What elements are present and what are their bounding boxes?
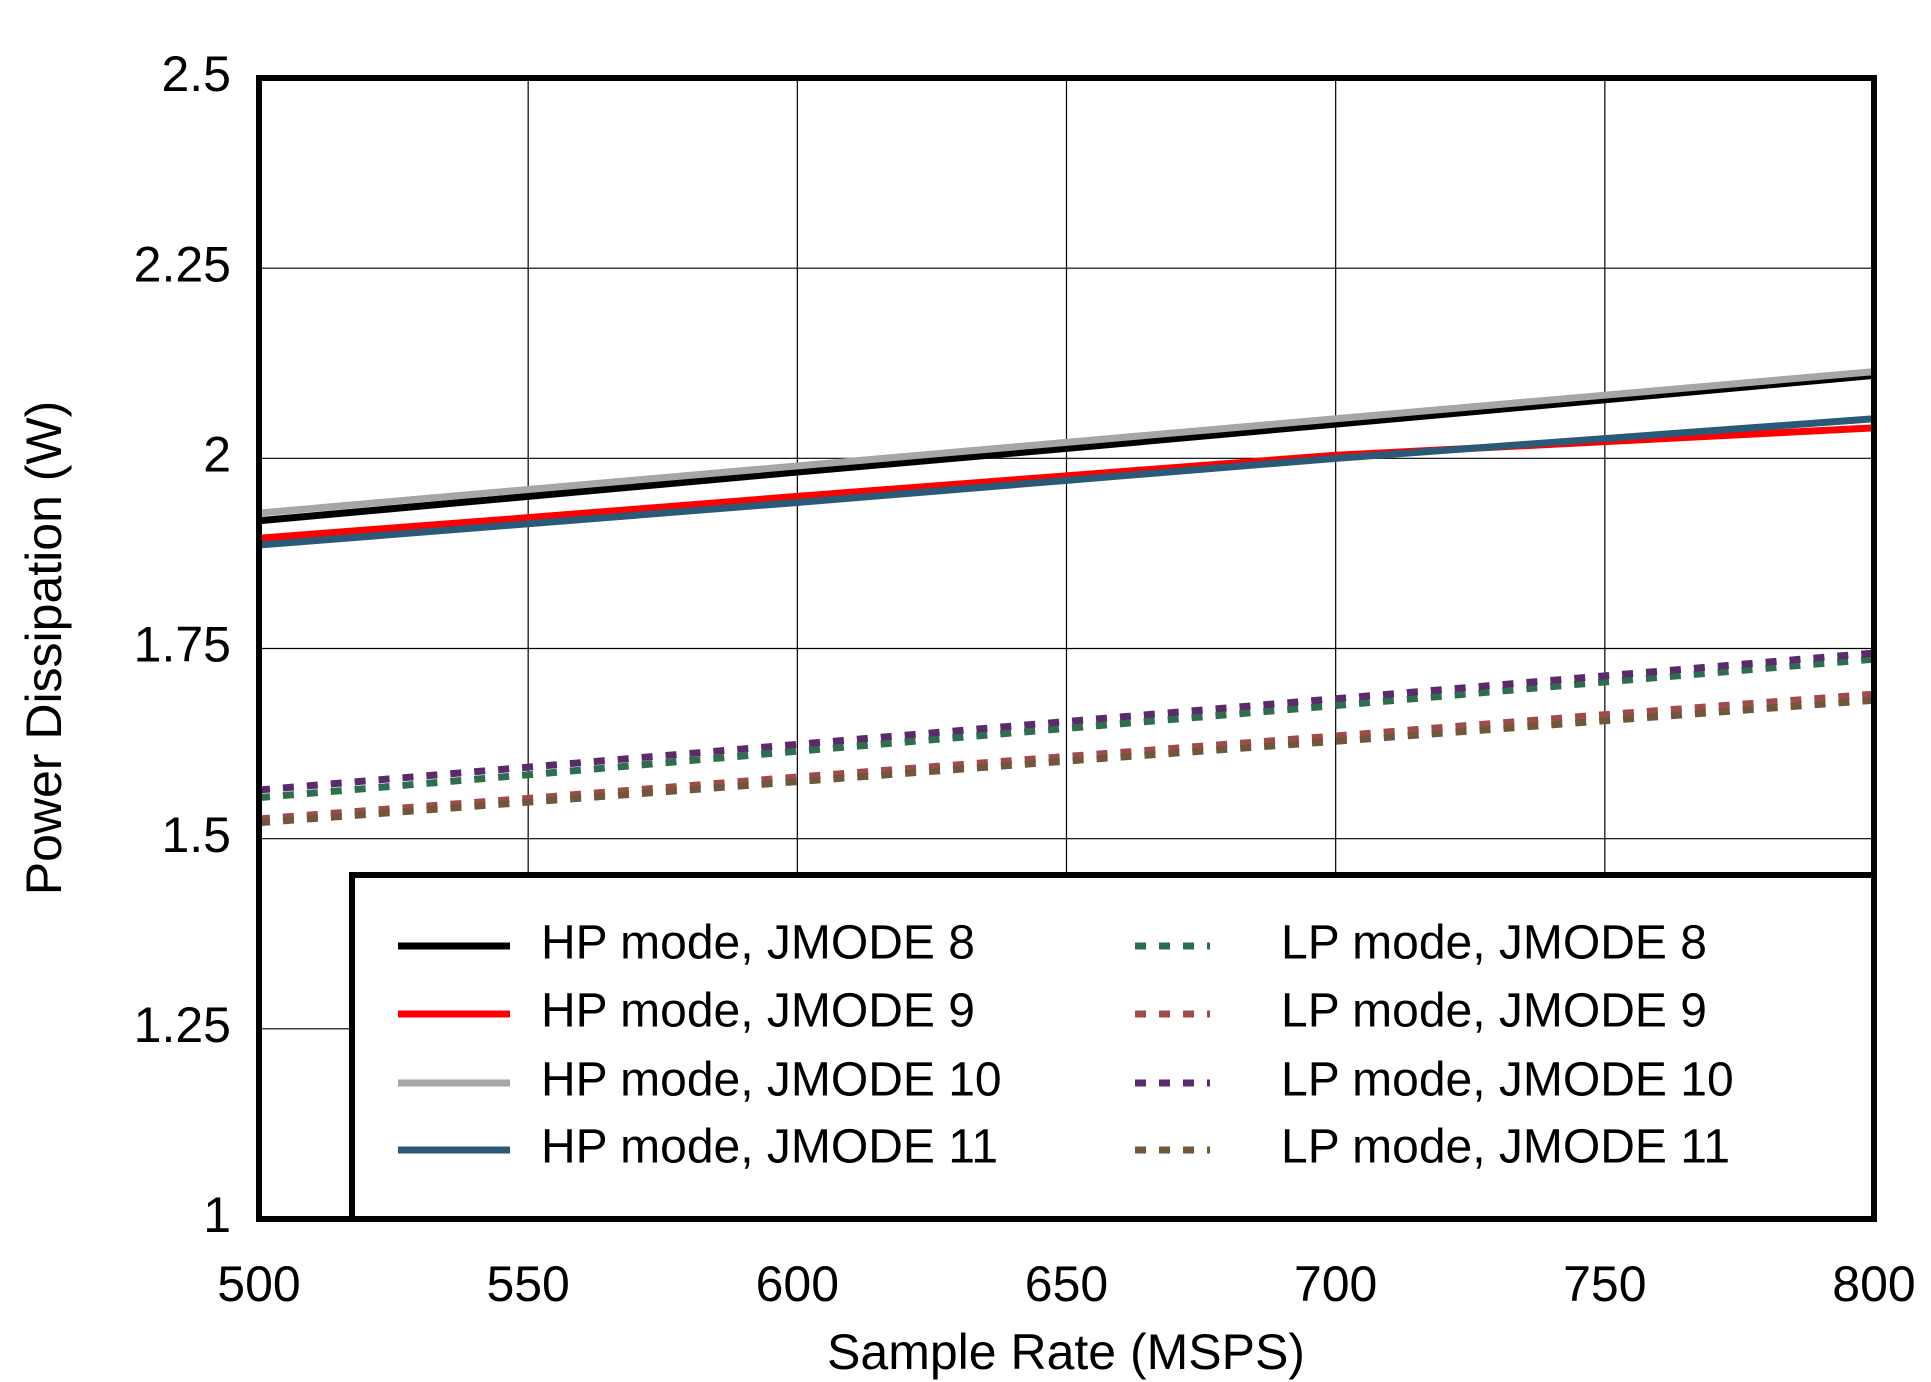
series-line [258, 415, 1875, 549]
x-tick-label: 800 [1832, 1256, 1915, 1312]
y-tick-label: 2.5 [161, 46, 231, 102]
x-tick-label: 750 [1563, 1256, 1646, 1312]
legend-label: HP mode, JMODE 8 [541, 917, 975, 970]
y-tick-label: 1.75 [134, 617, 231, 673]
series-line [258, 690, 1875, 823]
series-line [258, 696, 1875, 827]
series-line [258, 649, 1875, 794]
plot-frame [256, 75, 1877, 1222]
legend-label: LP mode, JMODE 10 [1281, 1054, 1734, 1107]
legend-label: LP mode, JMODE 11 [1281, 1121, 1730, 1174]
legend-label: HP mode, JMODE 10 [541, 1054, 1002, 1107]
y-tick-label: 1.25 [134, 997, 231, 1053]
x-tick-label: 600 [756, 1256, 839, 1312]
x-tick-label: 550 [486, 1256, 569, 1312]
x-axis-title: Sample Rate (MSPS) [827, 1324, 1305, 1380]
x-tick-label: 500 [217, 1256, 300, 1312]
legend-label: HP mode, JMODE 9 [541, 985, 975, 1038]
series-line [258, 371, 1875, 525]
y-tick-label: 1.5 [161, 807, 231, 863]
y-tick-label: 1 [203, 1187, 231, 1243]
legend-label: LP mode, JMODE 8 [1281, 917, 1707, 970]
legend-box [349, 872, 1877, 1222]
series-line [258, 655, 1875, 802]
y-tick-label: 2 [203, 427, 231, 483]
x-tick-label: 650 [1025, 1256, 1108, 1312]
y-tick-label: 2.25 [134, 236, 231, 292]
y-axis-title: Power Dissipation (W) [16, 401, 72, 896]
x-tick-label: 700 [1294, 1256, 1377, 1312]
series-line [258, 368, 1875, 517]
legend-label: LP mode, JMODE 9 [1281, 985, 1707, 1038]
legend-label: HP mode, JMODE 11 [541, 1121, 998, 1174]
